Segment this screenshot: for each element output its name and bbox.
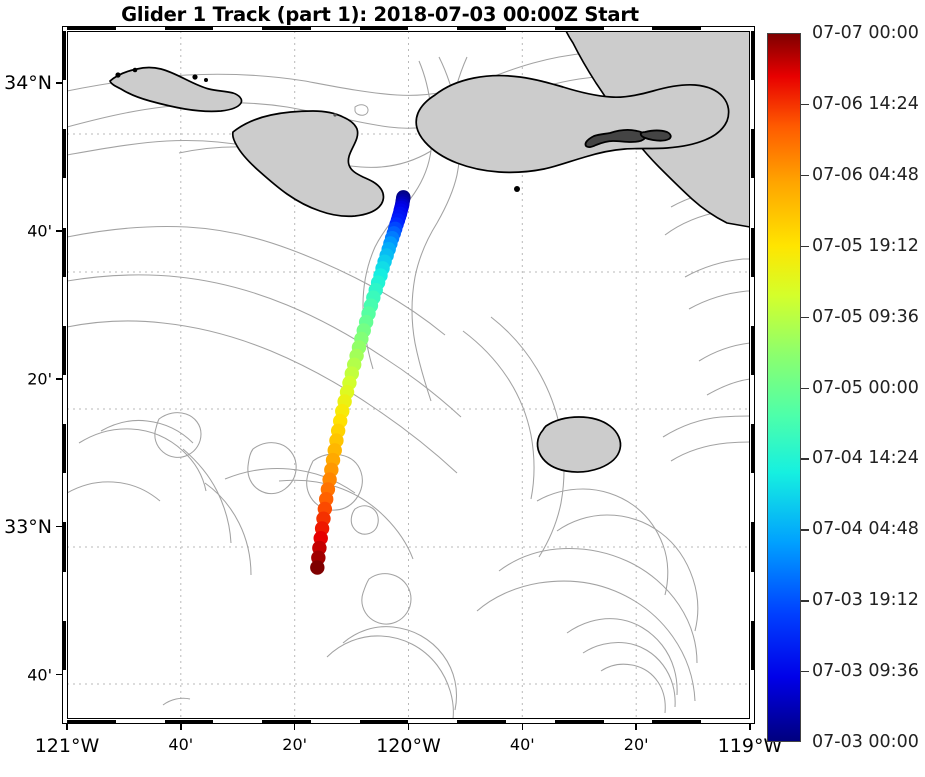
- frame-tick-band: [359, 26, 409, 30]
- x-tick-label: 121°W: [34, 735, 100, 757]
- colorbar-tick-label: 07-03 09:36: [812, 661, 919, 682]
- coastline-santa-barbara: [536, 416, 622, 473]
- colorbar-tick-label: 07-07 00:00: [812, 23, 919, 43]
- frame-tick-band: [62, 325, 66, 375]
- y-tick-label: 20': [27, 369, 52, 389]
- frame-tick-band: [62, 620, 66, 670]
- colorbar-tick: [801, 387, 809, 389]
- y-tick: [56, 230, 63, 232]
- track-point: [310, 560, 325, 575]
- y-tick-label: 40': [27, 221, 52, 241]
- y-tick: [56, 82, 63, 84]
- colorbar-tick-label: 07-03 19:12: [812, 590, 919, 611]
- colorbar-tick-label: 07-06 04:48: [812, 164, 919, 185]
- x-tick-label: 40': [509, 735, 535, 754]
- map-graphics: [67, 31, 750, 719]
- colorbar-tick-label: 07-05 09:36: [812, 306, 919, 327]
- colorbar-tick-label: 07-04 14:24: [812, 448, 919, 469]
- colorbar-tick: [801, 174, 809, 177]
- x-tick: [407, 724, 410, 730]
- y-tick-label: 34°N: [4, 71, 52, 94]
- colorbar-tick: [801, 529, 809, 531]
- frame-tick-band: [67, 720, 116, 724]
- x-tick-label: 119°W: [717, 735, 783, 757]
- frame-tick-band: [751, 522, 755, 572]
- x-tick: [293, 724, 296, 730]
- coastline-santa-cruz: [415, 74, 730, 174]
- x-tick: [635, 724, 637, 730]
- frame-tick-band: [751, 227, 755, 277]
- frame-tick-band: [164, 26, 214, 30]
- landmasses: [109, 31, 750, 473]
- frame-tick-band: [751, 129, 755, 179]
- frame-tick-band: [62, 522, 66, 572]
- colorbar-tick: [801, 103, 809, 106]
- x-tick-label: 120°W: [376, 735, 441, 757]
- colorbar-tick: [801, 671, 809, 673]
- frame-tick-band: [359, 720, 409, 724]
- frame-tick-band: [554, 26, 604, 30]
- x-tick: [66, 724, 68, 730]
- frame-tick-band: [554, 720, 604, 724]
- y-tick: [56, 378, 63, 380]
- colorbar-tick-label: 07-05 19:12: [812, 235, 919, 256]
- coastline-san-miguel: [109, 66, 243, 113]
- frame-tick-band: [457, 26, 507, 30]
- x-tick-label: 20': [282, 735, 308, 754]
- colorbar-tick-label: 07-06 14:24: [812, 93, 919, 114]
- x-tick: [180, 724, 182, 730]
- x-tick-label: 20': [623, 735, 649, 754]
- frame-tick-band: [164, 720, 214, 724]
- map-axes[interactable]: [67, 31, 750, 719]
- colorbar-tick-label: 07-03 00:00: [812, 732, 919, 752]
- frame-tick-band: [62, 227, 66, 277]
- glider-track[interactable]: [310, 190, 411, 575]
- x-tick: [521, 724, 524, 730]
- coastline-santa-rosa: [231, 110, 385, 218]
- frame-tick-band: [751, 325, 755, 375]
- colorbar-tick-label: 07-04 04:48: [812, 519, 919, 540]
- frame-tick-band: [62, 31, 66, 81]
- x-tick: [749, 724, 751, 730]
- track-markers: [310, 190, 411, 575]
- frame-tick-band: [457, 720, 507, 724]
- frame-tick-band: [652, 26, 702, 30]
- x-tick-label: 40': [168, 735, 194, 754]
- y-tick: [56, 673, 63, 676]
- frame-tick-band: [751, 424, 755, 474]
- page-title: Glider 1 Track (part 1): 2018-07-03 00:0…: [121, 2, 639, 26]
- colorbar-tick: [801, 316, 809, 318]
- islet-small-a: [354, 104, 369, 116]
- y-tick-label: 33°N: [4, 515, 52, 538]
- y-tick: [56, 525, 63, 528]
- colorbar-tick: [801, 600, 809, 602]
- frame-tick-band: [751, 31, 755, 81]
- frame-tick-band: [751, 620, 755, 670]
- frame-tick-band: [262, 720, 311, 724]
- coastline-anacapa-east: [639, 129, 672, 142]
- colorbar-tick: [801, 245, 809, 248]
- frame-tick-band: [67, 26, 116, 30]
- frame-tick-band: [62, 129, 66, 179]
- frame-tick-band: [262, 26, 311, 30]
- colorbar-tick: [801, 458, 809, 460]
- y-tick-label: 40': [27, 665, 52, 685]
- colorbar[interactable]: [767, 33, 801, 742]
- frame-tick-band: [652, 720, 702, 724]
- map-canvas: [67, 31, 750, 719]
- colorbar-tick-label: 07-05 00:00: [812, 377, 919, 398]
- frame-tick-band: [62, 424, 66, 474]
